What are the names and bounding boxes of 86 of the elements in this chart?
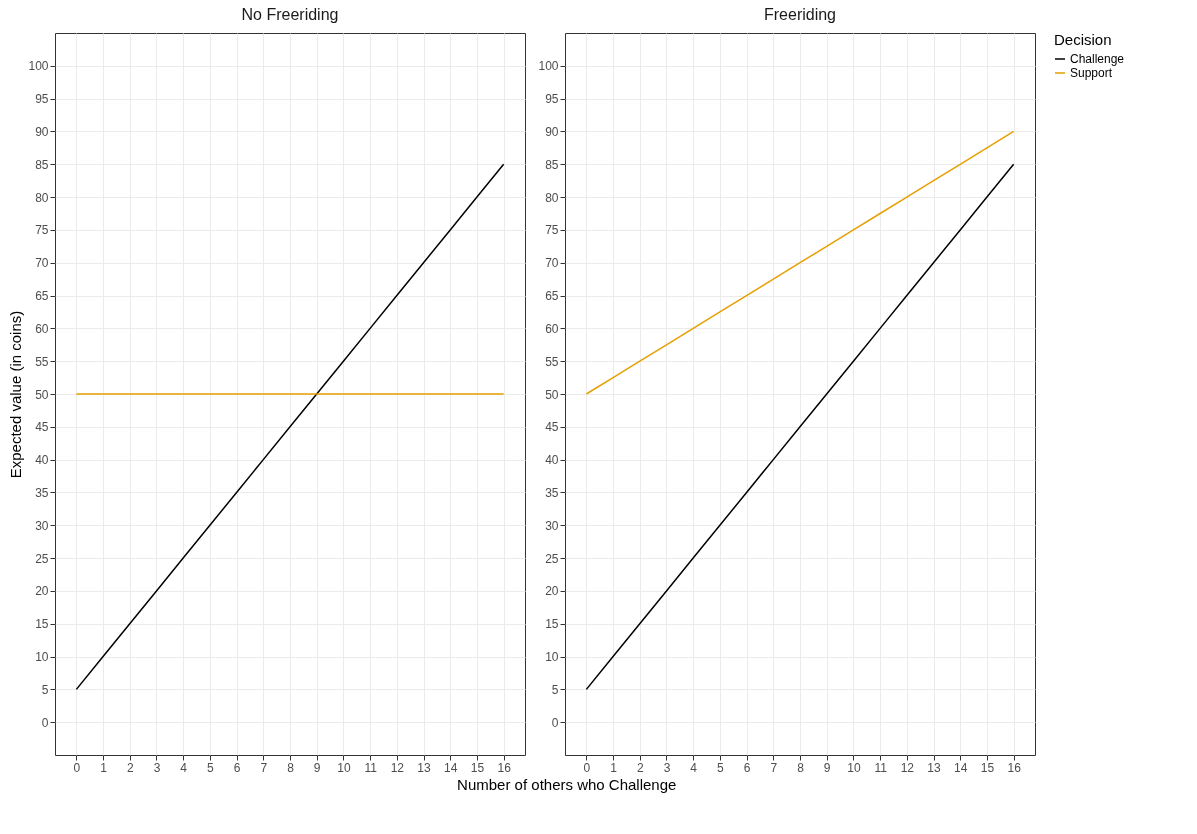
y-tick-label: 25 [545, 551, 559, 566]
y-tick-label: 75 [35, 223, 49, 238]
x-tick-label: 14 [444, 760, 458, 775]
x-tick-label: 15 [980, 760, 995, 775]
x-tick-label: 4 [180, 760, 188, 775]
x-tick-label: 8 [797, 760, 805, 775]
y-tick-label: 95 [545, 92, 559, 107]
y-tick-label: 10 [545, 650, 559, 665]
y-tick-label: 90 [545, 124, 559, 139]
y-tick-label: 15 [545, 617, 559, 632]
y-axis-title: Expected value (in coins) [7, 310, 25, 479]
y-tick-label: 0 [551, 715, 559, 730]
y-tick-label: 0 [41, 715, 49, 730]
x-tick-label: 0 [583, 760, 591, 775]
x-tick-label: 6 [743, 760, 751, 775]
x-tick-label: 3 [663, 760, 671, 775]
y-tick-label: 10 [35, 650, 49, 665]
x-tick-label: 8 [287, 760, 295, 775]
y-tick-label: 100 [28, 59, 49, 74]
line-series [585, 163, 1015, 691]
y-tick-label: 100 [538, 59, 559, 74]
x-tick-label: 13 [927, 760, 942, 775]
x-tick-label: 7 [260, 760, 268, 775]
y-tick-label: 25 [35, 551, 49, 566]
y-tick-label: 70 [545, 256, 559, 271]
y-tick-label: 35 [35, 485, 49, 500]
line-series [585, 130, 1015, 395]
x-tick-label: 12 [390, 760, 405, 775]
y-tick-label: 5 [41, 682, 49, 697]
y-tick-label: 20 [545, 584, 559, 599]
x-tick-label: 11 [364, 760, 378, 775]
chart-title: No Freeriding [241, 6, 339, 23]
x-tick-label: 13 [417, 760, 432, 775]
y-tick-label: 55 [545, 354, 559, 369]
y-tick-label: 95 [35, 92, 49, 107]
y-tick-label: 50 [35, 387, 49, 402]
y-tick-label: 5 [551, 682, 559, 697]
x-tick-label: 10 [337, 760, 351, 775]
x-tick-label: 16 [1007, 760, 1022, 775]
y-tick-label: 20 [35, 584, 49, 599]
y-tick-label: 70 [35, 256, 49, 271]
x-tick-label: 16 [497, 760, 512, 775]
x-tick-label: 1 [610, 760, 618, 775]
x-tick-label: 2 [636, 760, 644, 775]
y-tick-label: 30 [35, 518, 49, 533]
chart-title: Freeriding [763, 6, 837, 23]
x-tick-label: 1 [100, 760, 108, 775]
y-tick-label: 65 [545, 289, 559, 304]
y-tick-label: 40 [545, 453, 559, 468]
x-tick-label: 2 [126, 760, 134, 775]
y-tick-label: 30 [545, 518, 559, 533]
line-series [75, 163, 505, 691]
y-tick-label: 45 [545, 420, 559, 435]
y-tick-label: 15 [35, 617, 49, 632]
y-tick-label: 35 [545, 485, 559, 500]
y-tick-label: 45 [35, 420, 49, 435]
legend-title: Decision [1054, 31, 1112, 48]
y-tick-label: 55 [35, 354, 49, 369]
y-tick-label: 90 [35, 124, 49, 139]
x-tick-label: 5 [207, 760, 215, 775]
x-tick-label: 7 [770, 760, 778, 775]
x-tick-label: 5 [717, 760, 725, 775]
y-tick-label: 65 [35, 289, 49, 304]
y-tick-label: 50 [545, 387, 559, 402]
x-tick-label: 4 [690, 760, 698, 775]
y-tick-label: 85 [35, 157, 49, 172]
legend-label: Challenge [1070, 52, 1125, 66]
x-tick-label: 12 [900, 760, 915, 775]
y-tick-label: 85 [545, 157, 559, 172]
y-tick-label: 60 [35, 321, 49, 336]
y-tick-label: 75 [545, 223, 559, 238]
x-tick-label: 14 [954, 760, 968, 775]
x-tick-label: 3 [153, 760, 161, 775]
x-tick-label: 9 [823, 760, 831, 775]
legend-label: Support [1070, 66, 1113, 80]
y-tick-label: 80 [35, 190, 49, 205]
x-tick-label: 11 [874, 760, 888, 775]
x-tick-label: 15 [470, 760, 485, 775]
x-axis-title: Number of others who Challenge [457, 775, 677, 793]
x-tick-label: 6 [233, 760, 241, 775]
y-tick-label: 80 [545, 190, 559, 205]
y-tick-label: 40 [35, 453, 49, 468]
y-tick-label: 60 [545, 321, 559, 336]
x-tick-label: 0 [73, 760, 81, 775]
x-tick-label: 9 [313, 760, 321, 775]
x-tick-label: 10 [847, 760, 861, 775]
